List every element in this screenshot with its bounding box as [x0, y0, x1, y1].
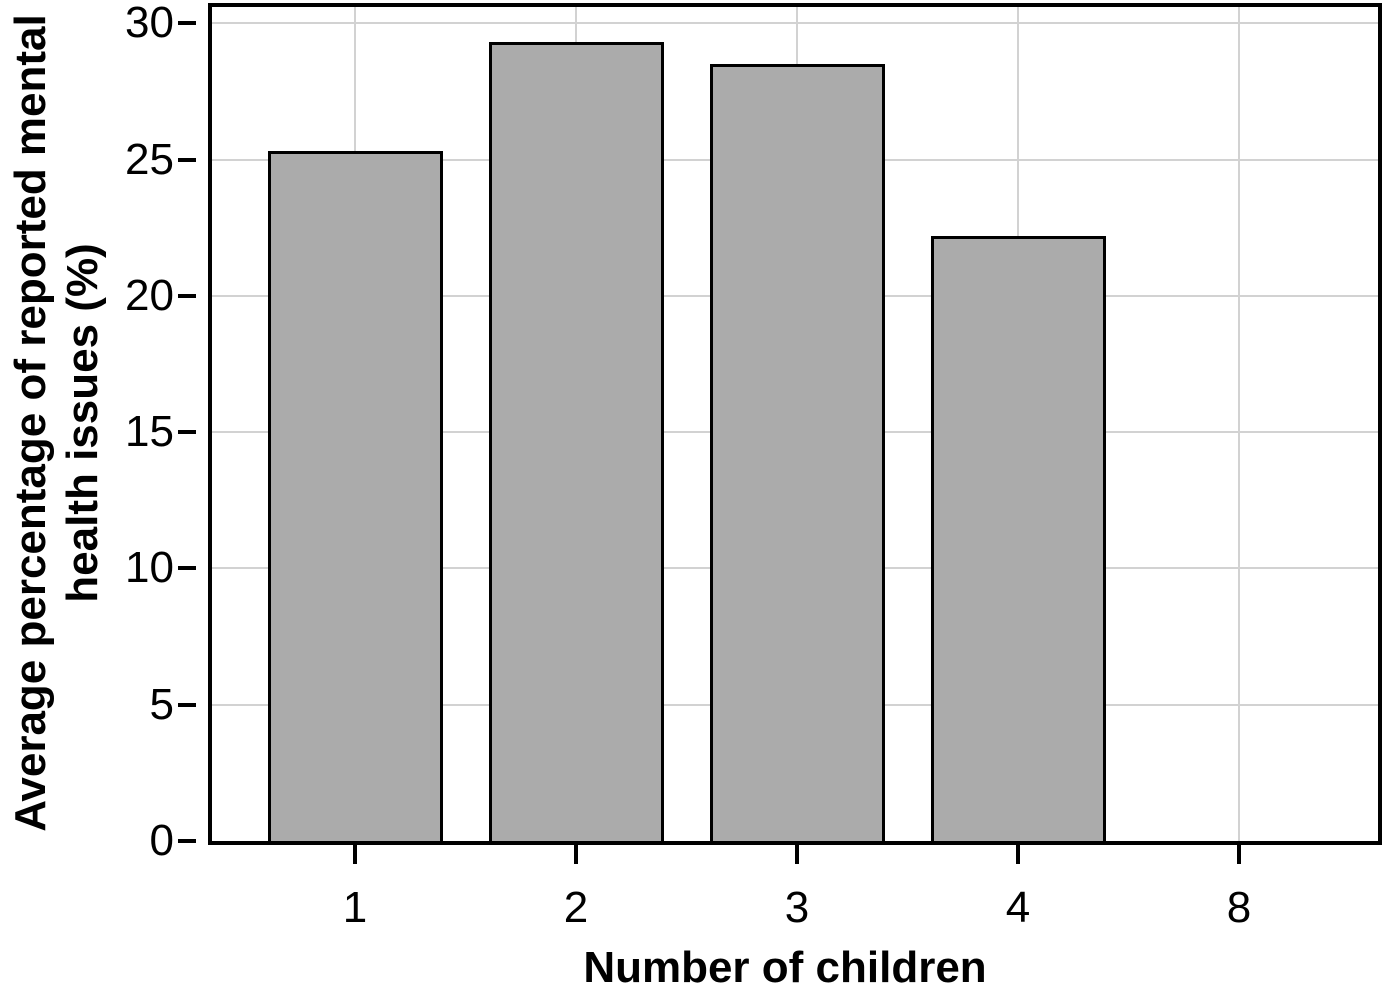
y-tick-label: 30 — [125, 0, 174, 48]
bar — [488, 42, 664, 841]
y-tick — [178, 157, 196, 162]
y-tick — [178, 430, 196, 435]
y-tick-label: 5 — [149, 679, 174, 729]
y-tick-label: 20 — [125, 270, 174, 320]
x-tick-label: 1 — [342, 883, 368, 932]
y-tick — [178, 566, 196, 571]
bar — [709, 64, 885, 841]
h-gridline — [212, 22, 1378, 25]
x-tick — [574, 845, 578, 864]
bar — [930, 235, 1106, 841]
x-tick-label: 3 — [784, 883, 810, 932]
x-tick — [1016, 845, 1020, 864]
x-tick-label: 4 — [1005, 883, 1031, 932]
bar — [267, 151, 443, 841]
x-tick — [1237, 845, 1241, 864]
x-tick — [795, 845, 799, 864]
x-tick — [353, 845, 357, 864]
y-tick — [178, 21, 196, 26]
y-tick — [178, 293, 196, 298]
x-tick-label: 2 — [563, 883, 589, 932]
x-tick-label: 8 — [1226, 883, 1252, 932]
y-tick-label: 10 — [125, 543, 174, 593]
plot-area — [208, 3, 1382, 845]
y-tick — [178, 702, 196, 707]
y-tick-label: 0 — [149, 816, 174, 865]
x-axis-title: Number of children — [583, 943, 987, 992]
y-tick-label: 25 — [125, 134, 174, 184]
y-tick — [178, 839, 196, 843]
v-gridline — [1238, 7, 1240, 841]
y-tick-label: 15 — [125, 407, 174, 457]
